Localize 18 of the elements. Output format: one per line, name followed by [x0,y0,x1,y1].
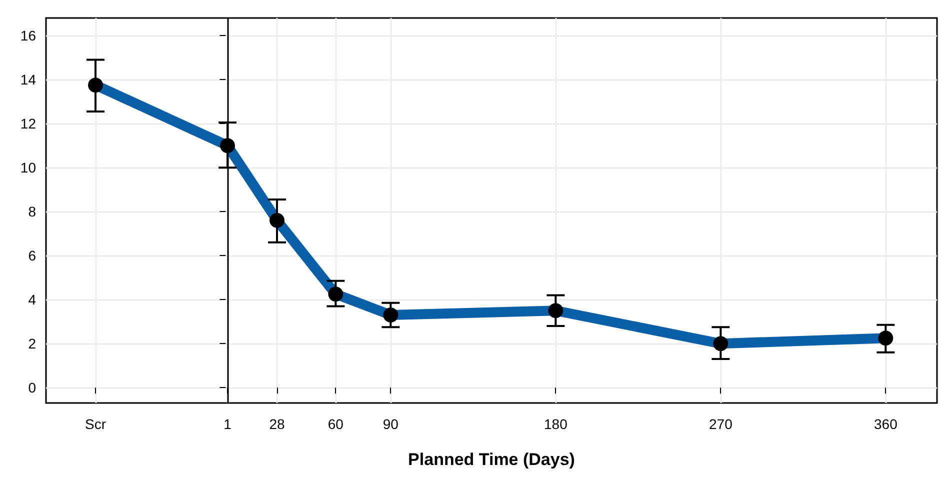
x-tick-label: 1 [224,416,232,432]
x-tick-label: 90 [382,416,399,432]
x-tick-label: 360 [874,416,898,432]
x-tick-label: 28 [269,416,285,432]
x-axis-title: Planned Time (Days) [408,450,575,469]
x-tick-label: Scr [85,416,106,432]
y-tick-label: 14 [20,72,36,88]
y-tick-label: 16 [20,28,36,44]
y-tick-label: 10 [20,160,36,176]
y-tick-label: 6 [28,248,36,264]
x-tick-label: 270 [708,416,733,432]
y-tick-label: 2 [28,336,36,352]
x-tick-label: 60 [328,416,344,432]
x-tick-label: 180 [544,416,568,432]
y-tick-label: 0 [28,380,36,396]
y-tick-label: 4 [28,292,36,308]
y-tick-label: 12 [20,116,36,132]
y-tick-label: 8 [28,204,36,220]
